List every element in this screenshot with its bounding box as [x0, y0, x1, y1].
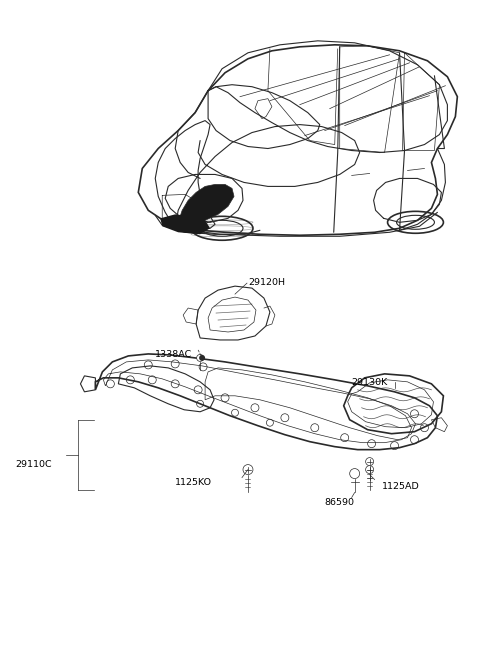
- Circle shape: [366, 458, 373, 466]
- Circle shape: [199, 355, 205, 361]
- Text: 86590: 86590: [325, 497, 355, 506]
- Circle shape: [197, 354, 204, 361]
- Text: 1125KO: 1125KO: [175, 478, 212, 487]
- Text: 1338AC: 1338AC: [155, 350, 192, 359]
- Circle shape: [366, 466, 373, 474]
- Text: 29110C: 29110C: [16, 460, 52, 468]
- Polygon shape: [178, 184, 234, 224]
- Circle shape: [243, 464, 253, 474]
- Text: 1125AD: 1125AD: [382, 482, 420, 491]
- Text: 29130K: 29130K: [352, 378, 388, 387]
- Polygon shape: [160, 215, 210, 234]
- Text: 29120H: 29120H: [248, 278, 285, 287]
- Circle shape: [350, 468, 360, 479]
